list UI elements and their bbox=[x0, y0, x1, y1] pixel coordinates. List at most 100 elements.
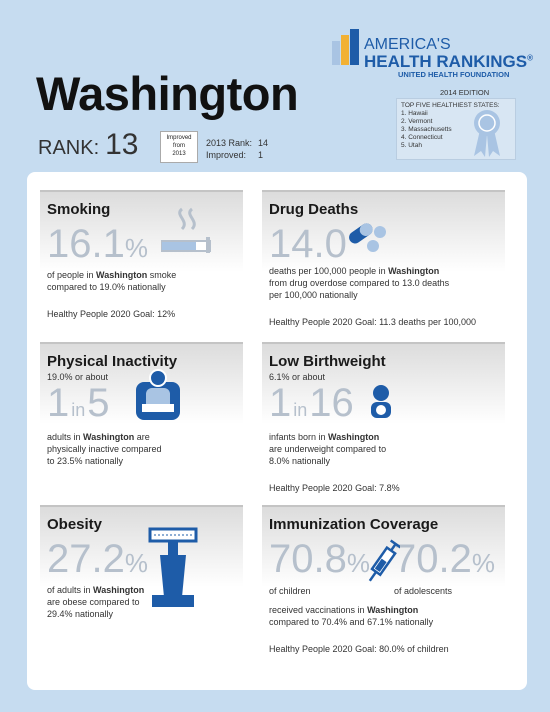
unit: % bbox=[124, 233, 148, 263]
ratio-b: 16 bbox=[309, 381, 354, 425]
value: 14 bbox=[258, 138, 269, 148]
label: 2013 Rank: bbox=[206, 138, 253, 148]
card-body: 70.8% of children 70.2% of adolescents recei… bbox=[269, 538, 505, 654]
goal: Healthy People 2020 Goal: 80.0% of child… bbox=[269, 644, 449, 654]
logo-mark: ® bbox=[527, 53, 533, 63]
top-five-item: 1. Hawaii bbox=[401, 110, 428, 117]
card: Physical Inactivity 19.0% or about 1 in5 adu… bbox=[40, 342, 243, 494]
goal: Healthy People 2020 Goal: 7.8% bbox=[269, 483, 400, 493]
unit: % bbox=[124, 548, 148, 578]
card: Obesity 27.2% of adults in Washington are o… bbox=[40, 505, 243, 677]
card-body: 27.2% of adults in Washington are obese co… bbox=[47, 538, 243, 620]
cigarette-icon bbox=[161, 207, 211, 253]
syringe-icon bbox=[368, 539, 400, 582]
card: Smoking 16.1% of people in Washington smok… bbox=[40, 190, 243, 332]
text-emphasis: Washington bbox=[388, 266, 440, 276]
badge-line: from bbox=[173, 143, 185, 149]
text: are bbox=[134, 432, 150, 442]
baby-icon bbox=[371, 385, 391, 418]
text: physically inactive compared bbox=[47, 444, 162, 454]
badge-line: 2013 bbox=[172, 151, 186, 157]
description-line: compared to 70.4% and 67.1% nationally bbox=[269, 616, 505, 628]
badge: Improved from 2013 bbox=[160, 131, 198, 163]
description-line: of people in Washington smoke bbox=[47, 269, 243, 281]
label: Improved: bbox=[206, 150, 247, 160]
description: infants born in Washington are underweigh… bbox=[269, 431, 505, 467]
description-line: per 100,000 nationally bbox=[269, 289, 505, 301]
text: of adults in bbox=[47, 585, 94, 595]
card-title: Smoking bbox=[47, 201, 111, 218]
top-five-item: 2. Vermont bbox=[401, 118, 433, 125]
description: adults in Washington are physically inact… bbox=[47, 431, 243, 467]
description: received vaccinations in Washington compa… bbox=[269, 604, 505, 628]
figure: 14.0 bbox=[269, 223, 347, 265]
card: Immunization Coverage 70.8% of children 70.… bbox=[262, 505, 505, 677]
edition: 2014 EDITION bbox=[440, 88, 490, 97]
text: adults in bbox=[47, 432, 84, 442]
card-title: Obesity bbox=[47, 516, 103, 533]
ratio-b: 5 bbox=[87, 381, 110, 425]
figure: 70.2% of adolescents bbox=[394, 538, 495, 596]
big-number: 70.2% bbox=[394, 538, 495, 584]
text: from drug overdose compared to 13.0 deat… bbox=[269, 278, 450, 288]
figure: 27.2% bbox=[47, 538, 148, 584]
description: deaths per 100,000 people in Washington f… bbox=[269, 265, 505, 301]
card: Drug Deaths 14.0 deaths per 100,000 people… bbox=[262, 190, 505, 332]
description-line: received vaccinations in Washington bbox=[269, 604, 505, 616]
card-body: 16.1% of people in Washington smoke compar… bbox=[47, 223, 243, 319]
text-emphasis: Washington bbox=[83, 432, 135, 442]
figures: 16.1% bbox=[47, 223, 243, 269]
logo-org: UNITED HEALTH FOUNDATION bbox=[398, 70, 510, 79]
state-name: Washington bbox=[36, 67, 299, 120]
top-five-title: TOP FIVE HEALTHIEST STATES: bbox=[401, 102, 500, 109]
big-number: 16.1% bbox=[47, 223, 148, 269]
lead-text: 6.1% or about bbox=[269, 372, 326, 382]
ratio-a: 1 bbox=[47, 381, 70, 425]
description-line: deaths per 100,000 people in Washington bbox=[269, 265, 505, 277]
description-line: physically inactive compared bbox=[47, 443, 243, 455]
top-five-item: 4. Connecticut bbox=[401, 134, 443, 141]
value: 27.2 bbox=[47, 537, 125, 581]
logo-line: HEALTH RANKINGS® bbox=[364, 52, 533, 72]
description-line: infants born in Washington bbox=[269, 431, 505, 443]
text-emphasis: Washington bbox=[367, 605, 419, 615]
description-line: adults in Washington are bbox=[47, 431, 243, 443]
ratio-in: in bbox=[71, 400, 86, 420]
value: 70.2 bbox=[393, 537, 472, 581]
rank: RANK: 13 bbox=[38, 128, 139, 162]
top-five-item: 3. Massachusetts bbox=[401, 126, 452, 133]
text: smoke bbox=[147, 270, 177, 280]
goal: Healthy People 2020 Goal: 12% bbox=[47, 309, 176, 319]
text: per 100,000 nationally bbox=[269, 290, 358, 300]
description: of adults in Washington are obese compare… bbox=[47, 584, 243, 620]
card-title: Immunization Coverage bbox=[269, 516, 439, 533]
description-line: of adults in Washington bbox=[47, 584, 243, 596]
rank-label: RANK: bbox=[38, 137, 100, 159]
figure-label: of adolescents bbox=[393, 586, 453, 596]
card-body: 14.0 deaths per 100,000 people in Washing… bbox=[269, 223, 505, 327]
text-emphasis: Washington bbox=[93, 585, 145, 595]
text: deaths per 100,000 people in bbox=[269, 266, 389, 276]
text: compared to 19.0% nationally bbox=[47, 282, 166, 292]
card-title: Physical Inactivity bbox=[47, 353, 178, 370]
description-line: from drug overdose compared to 13.0 deat… bbox=[269, 277, 505, 289]
scale-icon bbox=[148, 527, 198, 607]
chair-icon bbox=[136, 369, 180, 420]
big-number: 14.0 bbox=[269, 223, 347, 265]
figure: 16.1% bbox=[47, 223, 148, 269]
figures: 70.8% of children 70.2% of adolescents bbox=[269, 538, 505, 596]
unit: % bbox=[346, 548, 370, 578]
figure-label: of children bbox=[269, 586, 311, 596]
rank-value: 13 bbox=[105, 128, 139, 161]
text: are obese compared to bbox=[47, 597, 140, 607]
card-title: Drug Deaths bbox=[269, 201, 359, 218]
description-line: 29.4% nationally bbox=[47, 608, 243, 620]
value: 16.1 bbox=[47, 222, 125, 266]
ratio: 1 in16 bbox=[269, 382, 505, 431]
big-number: 70.8% bbox=[269, 538, 370, 584]
text: 29.4% nationally bbox=[47, 609, 114, 619]
ratio: 1 in5 bbox=[47, 382, 243, 431]
text: of people in bbox=[47, 270, 97, 280]
value: 70.8 bbox=[269, 537, 347, 581]
card-body: 19.0% or about 1 in5 adults in Washington a… bbox=[47, 372, 243, 467]
